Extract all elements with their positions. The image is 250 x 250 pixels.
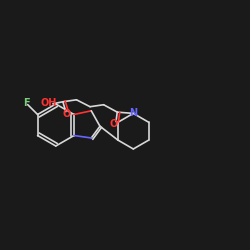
Text: F: F [23, 98, 30, 108]
Text: O: O [110, 118, 118, 128]
Text: O: O [62, 109, 70, 119]
Text: N: N [129, 108, 137, 118]
Text: OH: OH [40, 98, 57, 108]
